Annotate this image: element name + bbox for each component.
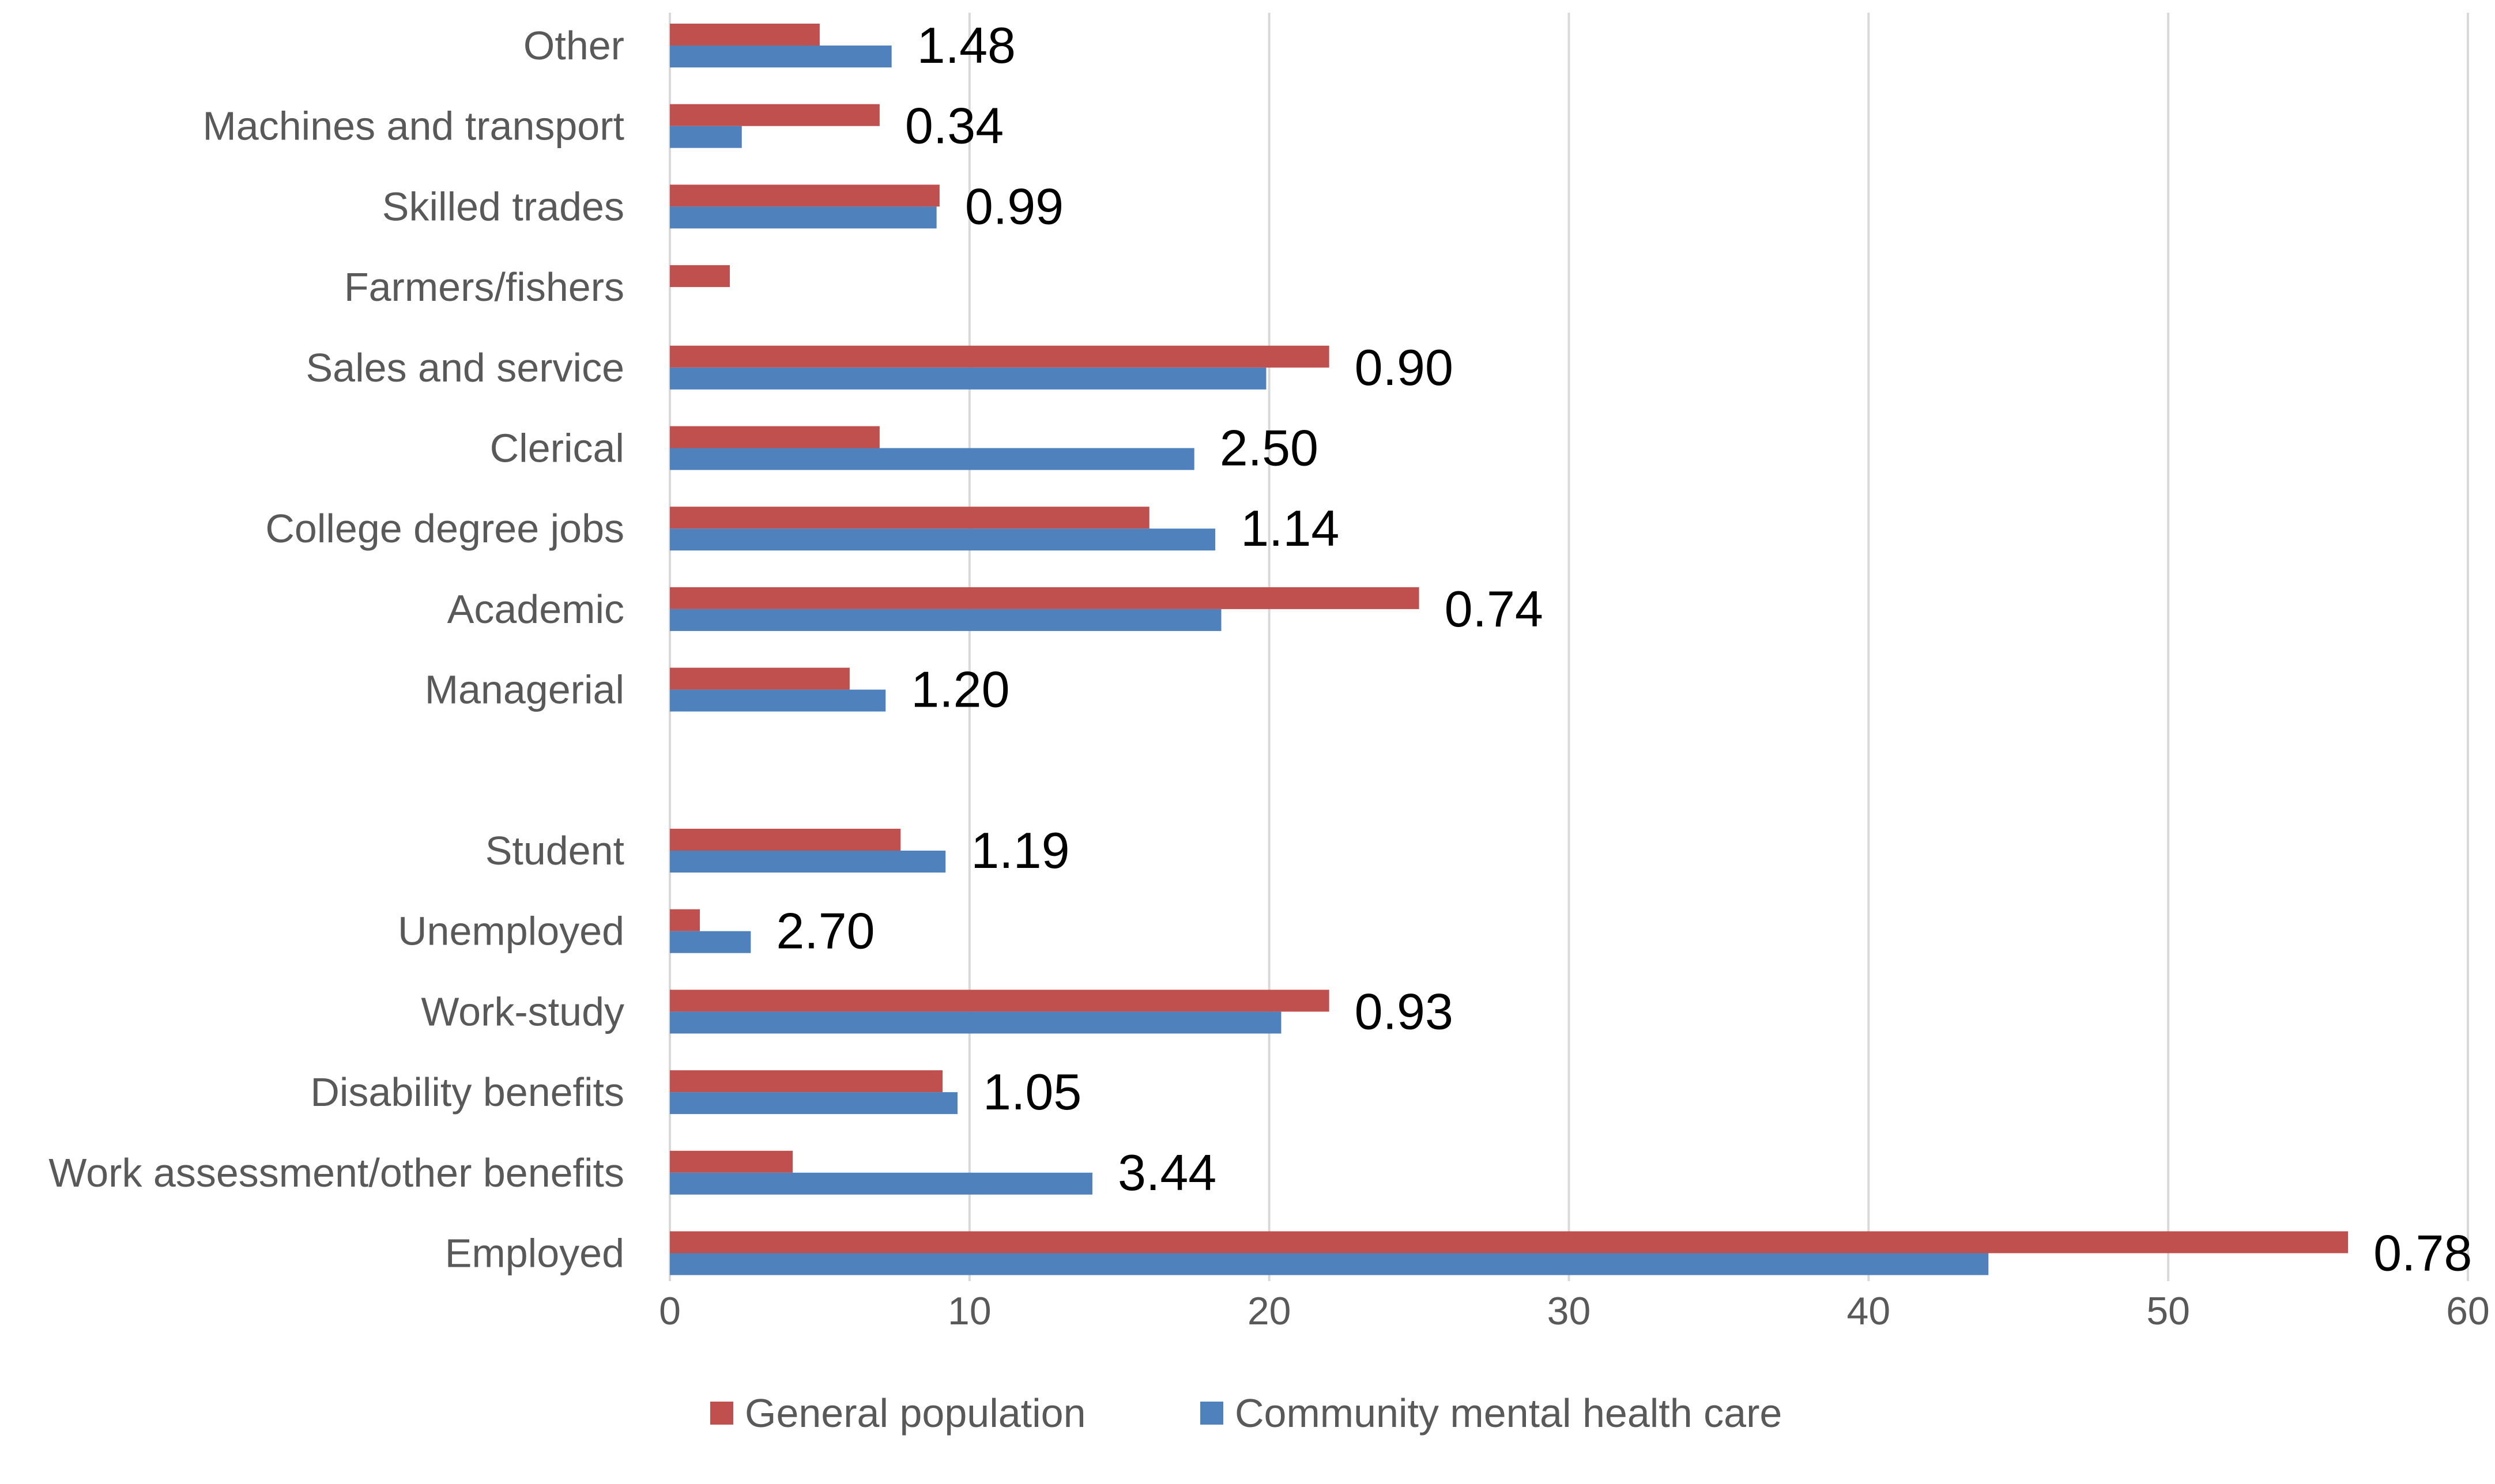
legend-swatch-general-population [710,1402,733,1425]
category-label: Unemployed [398,909,624,954]
ratio-label: 0.93 [1355,983,1453,1040]
x-tick-label: 50 [2146,1289,2190,1333]
category-label: Machines and transport [202,104,624,149]
bar-community-mental-health-care-academic [670,609,1222,631]
category-label: Other [523,23,624,68]
bar-general-population-academic [670,587,1419,609]
x-tick-label: 10 [948,1289,992,1333]
x-tick-label: 0 [659,1289,681,1333]
bar-community-mental-health-care-college-degree-jobs [670,528,1216,551]
ratio-label: 0.74 [1445,580,1543,637]
x-tick-label: 30 [1547,1289,1591,1333]
legend-label-general-population: General population [745,1391,1086,1436]
category-label: Employed [445,1231,624,1276]
category-label: Farmers/fishers [344,265,624,309]
ratio-label: 1.48 [917,17,1016,74]
ratio-label: 0.99 [965,178,1064,235]
ratio-labels: 1.48 0.34 0.99 0.90 2.50 1.14 0.74 1.20 1.19 2.70… [776,17,2472,1282]
bar-community-mental-health-care-student [670,851,946,873]
ratio-label: 1.14 [1241,500,1339,557]
bar-general-population-employed [670,1231,2349,1253]
bar-community-mental-health-care-skilled-trades [670,206,937,229]
bar-general-population-farmers-fishers [670,265,730,288]
bar-community-mental-health-care-other [670,46,892,67]
bar-general-population-student [670,829,901,851]
category-label: Clerical [490,426,624,471]
bar-general-population-work-study [670,990,1329,1012]
bars [670,24,2349,1275]
bar-general-population-managerial [670,667,850,690]
bar-community-mental-health-care-managerial [670,689,886,712]
bar-community-mental-health-care-disability-benefits [670,1092,958,1115]
bar-general-population-clerical [670,426,880,448]
ratio-label: 1.19 [971,822,1069,879]
bar-general-population-machines-and-transport [670,104,880,126]
legend: General population Community mental heal… [710,1391,1782,1436]
x-tick-label: 60 [2446,1289,2490,1333]
bar-general-population-unemployed [670,909,700,931]
x-axis-ticks: 0 10 20 30 40 50 60 [659,1289,2490,1333]
legend-swatch-community-mental-health-care [1200,1402,1223,1425]
x-tick-label: 40 [1847,1289,1891,1333]
category-label: Managerial [425,667,624,712]
legend-label-community-mental-health-care: Community mental health care [1235,1391,1782,1436]
category-label: Academic [447,587,624,632]
bar-general-population-sales-and-service [670,345,1329,368]
ratio-label: 1.05 [983,1063,1081,1120]
bar-general-population-other [670,24,820,46]
category-label: Work-study [421,989,624,1034]
bar-community-mental-health-care-clerical [670,448,1194,470]
bar-community-mental-health-care-sales-and-service [670,367,1267,390]
ratio-label: 2.50 [1220,420,1318,477]
ratio-label: 0.34 [905,97,1004,154]
category-label: Skilled trades [382,184,624,229]
category-label: Sales and service [306,345,624,390]
ratio-label: 1.20 [911,661,1009,718]
bar-general-population-work-assessment-other-benefits [670,1150,793,1173]
bar-community-mental-health-care-unemployed [670,931,751,953]
bar-community-mental-health-care-work-assessment-other-benefits [670,1172,1092,1195]
bar-community-mental-health-care-machines-and-transport [670,126,742,148]
bar-general-population-skilled-trades [670,184,940,207]
category-label: Student [485,828,624,873]
bar-general-population-college-degree-jobs [670,507,1149,529]
x-tick-label: 20 [1248,1289,1291,1333]
bar-general-population-disability-benefits [670,1070,943,1093]
bar-community-mental-health-care-work-study [670,1011,1282,1034]
category-label: College degree jobs [265,506,624,551]
category-label: Disability benefits [310,1070,624,1115]
ratio-label: 3.44 [1118,1144,1216,1201]
ratio-label: 0.78 [2373,1225,2472,1282]
bar-community-mental-health-care-employed [670,1253,1989,1275]
ratio-label: 2.70 [776,903,875,960]
ratio-label: 0.90 [1355,339,1453,396]
category-label: Work assessment/other benefits [48,1150,624,1195]
category-labels: Other Machines and transport Skilled trade… [48,23,624,1276]
